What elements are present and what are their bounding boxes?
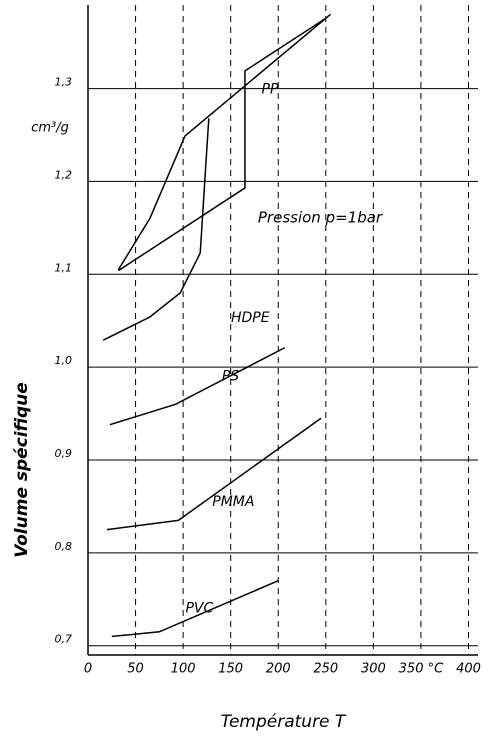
x-tick-label: 350 °C: [399, 662, 444, 677]
series-line: [110, 348, 285, 425]
series-label: PS: [222, 368, 239, 384]
y-tick-label: 0,8: [55, 540, 73, 553]
series-label: PMMA: [212, 494, 254, 510]
x-tick-label: 250: [313, 662, 338, 677]
annotation: Pression p=1bar: [258, 209, 383, 227]
x-tick-label: 150: [218, 662, 243, 677]
y-tick-label: 1,1: [55, 261, 73, 274]
series-label: PP: [262, 82, 279, 98]
series-line: [118, 14, 330, 269]
y-tick-label: 1,2: [55, 168, 73, 181]
y-tick-label: 1,0: [55, 354, 73, 367]
y-unit: cm³/g: [31, 121, 69, 136]
chart: Température T Volume spécifique cm³/g Pr…: [0, 0, 488, 745]
series-label: HDPE: [231, 310, 270, 326]
x-tick-label: 50: [127, 662, 144, 677]
series-line: [118, 19, 324, 271]
y-tick-label: 0,7: [55, 633, 73, 646]
y-tick-label: 0,9: [55, 447, 73, 460]
x-tick-label: 400: [456, 662, 481, 677]
x-tick-label: 200: [266, 662, 291, 677]
series-line: [103, 118, 209, 340]
series-line: [107, 418, 321, 529]
x-tick-label: 100: [171, 662, 196, 677]
x-axis-label: Température T: [221, 712, 347, 732]
y-tick-label: 1,3: [55, 76, 73, 89]
y-axis-label: Volume spécifique: [12, 382, 32, 558]
x-tick-label: 0: [84, 662, 92, 677]
x-tick-label: 300: [361, 662, 386, 677]
series-label: PVC: [185, 601, 213, 617]
